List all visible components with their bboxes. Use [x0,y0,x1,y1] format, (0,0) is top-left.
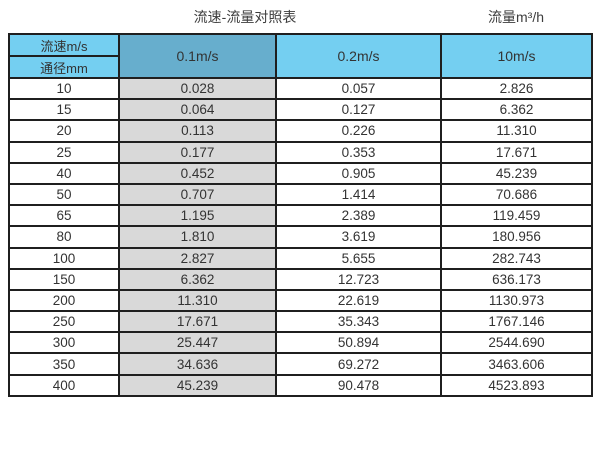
flow-rate-table: 流速m/s 0.1m/s 0.2m/s 10m/s 通径mm 10 0.028 … [8,33,593,397]
table-row: 40 0.452 0.905 45.239 [8,161,593,185]
flow-value-10ms: 180.956 [440,225,593,249]
flow-value-0-1ms: 2.827 [118,246,277,270]
flow-value-0-1ms: 34.636 [118,352,277,376]
table-row: 15 0.064 0.127 6.362 [8,98,593,122]
flow-value-0-2ms: 3.619 [275,225,442,249]
flow-value-0-2ms: 0.127 [275,98,442,122]
table-row: 350 34.636 69.272 3463.606 [8,352,593,376]
flow-value-0-2ms: 5.655 [275,246,442,270]
diameter-corner-label: 通径mm [8,55,120,79]
flow-value-0-2ms: 50.894 [275,331,442,355]
diameter-cell: 100 [8,246,120,270]
page-title: 流速-流量对照表 [193,9,297,25]
table-row: 300 25.447 50.894 2544.690 [8,331,593,355]
flow-value-0-2ms: 1.414 [275,182,442,207]
flow-value-0-1ms: 0.452 [118,161,277,185]
title-bar: 流速-流量对照表 流量m³/h [0,0,600,32]
flow-value-10ms: 6.362 [440,98,593,122]
table-body: 10 0.028 0.057 2.826 15 0.064 0.127 6.36… [8,76,593,397]
diameter-cell: 250 [8,310,120,334]
flow-value-0-1ms: 45.239 [118,373,277,397]
table-row: 80 1.810 3.619 180.956 [8,225,593,249]
table-row: 150 6.362 12.723 636.173 [8,267,593,291]
table-header: 流速m/s 0.1m/s 0.2m/s 10m/s 通径mm [8,33,593,79]
velocity-corner-label: 流速m/s [8,33,120,57]
table-row: 400 45.239 90.478 4523.893 [8,373,593,397]
table-row: 100 2.827 5.655 282.743 [8,246,593,270]
flow-value-0-1ms: 0.028 [118,76,277,101]
flow-value-0-2ms: 0.057 [275,76,442,101]
flow-value-0-1ms: 1.195 [118,204,277,228]
flow-value-0-2ms: 0.905 [275,161,442,185]
diameter-cell: 80 [8,225,120,249]
flow-value-0-1ms: 11.310 [118,288,277,313]
flow-value-10ms: 2544.690 [440,331,593,355]
flow-value-0-1ms: 0.064 [118,98,277,122]
table-row: 50 0.707 1.414 70.686 [8,182,593,207]
diameter-cell: 50 [8,182,120,207]
column-header-10ms: 10m/s [440,33,593,79]
flow-value-10ms: 1767.146 [440,310,593,334]
flow-value-10ms: 11.310 [440,119,593,143]
table-row: 20 0.113 0.226 11.310 [8,119,593,143]
diameter-cell: 150 [8,267,120,291]
table-row: 25 0.177 0.353 17.671 [8,140,593,164]
diameter-cell: 40 [8,161,120,185]
diameter-cell: 200 [8,288,120,313]
diameter-cell: 25 [8,140,120,164]
table-row: 250 17.671 35.343 1767.146 [8,310,593,334]
flow-value-0-1ms: 0.707 [118,182,277,207]
table-row: 200 11.310 22.619 1130.973 [8,288,593,313]
flow-value-0-1ms: 0.113 [118,119,277,143]
flow-value-0-2ms: 0.226 [275,119,442,143]
column-header-0-2ms: 0.2m/s [275,33,442,79]
flow-value-10ms: 2.826 [440,76,593,101]
flow-value-0-2ms: 90.478 [275,373,442,397]
table-row: 10 0.028 0.057 2.826 [8,76,593,101]
flow-value-0-2ms: 0.353 [275,140,442,164]
flow-value-0-2ms: 12.723 [275,267,442,291]
diameter-cell: 10 [8,76,120,101]
diameter-cell: 20 [8,119,120,143]
flow-value-10ms: 1130.973 [440,288,593,313]
table-row: 65 1.195 2.389 119.459 [8,204,593,228]
diameter-cell: 300 [8,331,120,355]
flow-value-0-1ms: 0.177 [118,140,277,164]
diameter-cell: 350 [8,352,120,376]
diameter-cell: 65 [8,204,120,228]
flow-value-0-1ms: 25.447 [118,331,277,355]
column-header-0-1ms: 0.1m/s [118,33,277,79]
flow-value-10ms: 636.173 [440,267,593,291]
flow-value-10ms: 282.743 [440,246,593,270]
diameter-cell: 400 [8,373,120,397]
flow-value-0-2ms: 22.619 [275,288,442,313]
flow-value-10ms: 17.671 [440,140,593,164]
flow-value-10ms: 70.686 [440,182,593,207]
flow-value-0-2ms: 35.343 [275,310,442,334]
flow-value-0-1ms: 6.362 [118,267,277,291]
flow-value-0-1ms: 17.671 [118,310,277,334]
flow-value-10ms: 119.459 [440,204,593,228]
diameter-cell: 15 [8,98,120,122]
flow-value-10ms: 45.239 [440,161,593,185]
flow-value-10ms: 4523.893 [440,373,593,397]
flow-value-0-2ms: 2.389 [275,204,442,228]
flow-unit-label: 流量m³/h [488,9,544,25]
flow-value-0-2ms: 69.272 [275,352,442,376]
flow-value-0-1ms: 1.810 [118,225,277,249]
flow-value-10ms: 3463.606 [440,352,593,376]
